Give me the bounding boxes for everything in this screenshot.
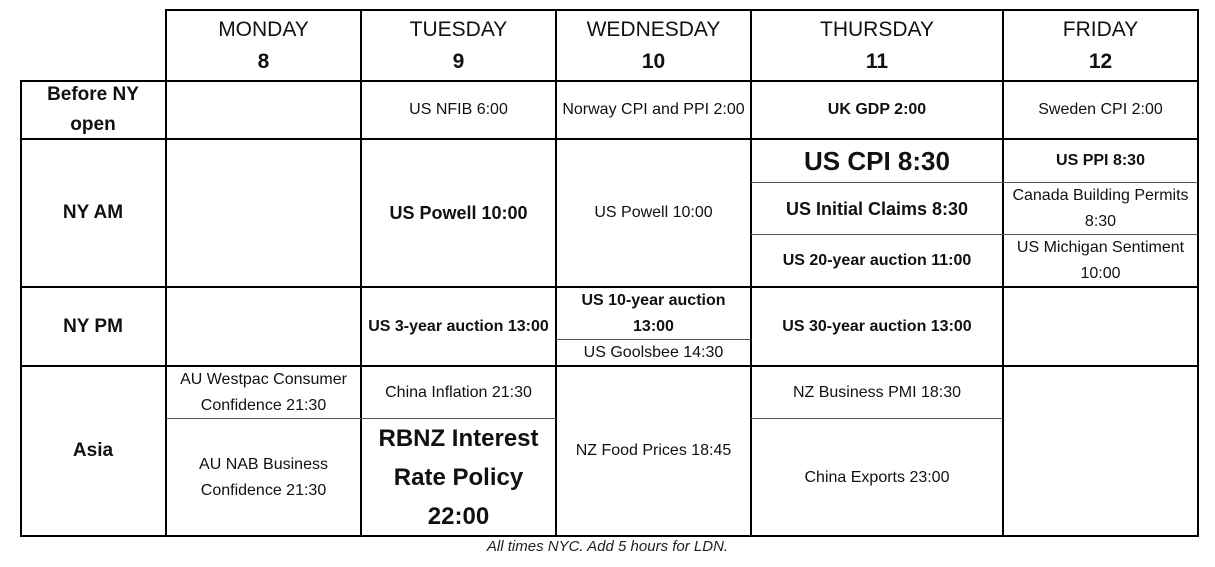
event-tue-before: US NFIB 6:00	[409, 101, 508, 118]
event-wed-before: Norway CPI and PPI 2:00	[562, 101, 745, 118]
grid-line	[165, 9, 167, 537]
event-tue-am: US Powell 10:00	[389, 203, 528, 223]
event-fri-am-3: US Michigan Sentiment 10:00	[1016, 239, 1185, 282]
day-date: 10	[641, 49, 666, 73]
grid-subline	[751, 234, 1198, 235]
grid-line	[20, 365, 1199, 367]
day-name: FRIDAY	[1062, 17, 1139, 41]
event-fri-before: Sweden CPI 2:00	[1038, 101, 1163, 118]
event-tue-pm: US 3-year auction 13:00	[368, 317, 549, 335]
header-tuesday: TUESDAY 9	[361, 10, 556, 81]
grid-line	[555, 9, 557, 537]
event-mon-asia-2: AU NAB Business Confidence 21:30	[199, 455, 328, 499]
day-name: THURSDAY	[820, 17, 934, 41]
event-wed-asia: NZ Food Prices 18:45	[575, 442, 732, 459]
row-label-ny-pm: NY PM	[63, 315, 123, 337]
event-thu-before: UK GDP 2:00	[827, 101, 927, 118]
header-thursday: THURSDAY 11	[751, 10, 1003, 81]
row-label-before-ny-open: Before NY open	[47, 84, 139, 135]
grid-line	[20, 80, 22, 537]
event-thu-asia-1: NZ Business PMI 18:30	[792, 383, 962, 401]
grid-subline	[556, 339, 751, 340]
event-mon-asia-1: AU Westpac Consumer Confidence 21:30	[180, 370, 347, 414]
grid-subline	[751, 418, 1003, 419]
event-wed-pm-1: US 10-year auction 13:00	[581, 291, 726, 335]
day-date: 11	[865, 49, 889, 73]
grid-subline	[751, 182, 1198, 183]
event-tue-asia-1: China Inflation 21:30	[385, 383, 532, 401]
grid-line	[750, 9, 752, 537]
header-monday: MONDAY 8	[166, 10, 361, 81]
grid-subline	[166, 418, 556, 419]
grid-line	[20, 80, 1199, 82]
grid-line	[1197, 9, 1199, 537]
grid-line	[360, 9, 362, 537]
event-thu-am-3: US 20-year auction 11:00	[782, 252, 972, 269]
event-tue-asia-2: RBNZ Interest Rate Policy 22:00	[378, 425, 539, 530]
event-thu-pm: US 30-year auction 13:00	[782, 317, 972, 335]
event-thu-am-2: US Initial Claims 8:30	[785, 199, 969, 219]
grid-line	[20, 286, 1199, 288]
header-wednesday: WEDNESDAY 10	[556, 10, 751, 81]
day-date: 12	[1088, 49, 1113, 73]
grid-line	[20, 138, 1199, 140]
event-fri-am-2: Canada Building Permits 8:30	[1012, 187, 1189, 230]
day-name: TUESDAY	[409, 17, 508, 41]
grid-line	[166, 9, 1199, 11]
grid-line	[20, 535, 1199, 537]
event-thu-am-1: US CPI 8:30	[804, 146, 950, 176]
event-thu-asia-2: China Exports 23:00	[804, 468, 950, 486]
event-wed-am: US Powell 10:00	[594, 204, 713, 221]
row-label-asia: Asia	[72, 440, 114, 461]
day-name: MONDAY	[218, 17, 309, 41]
day-date: 8	[257, 49, 270, 73]
grid-line	[1002, 9, 1004, 537]
day-date: 9	[452, 49, 465, 73]
row-label-ny-am: NY AM	[62, 202, 124, 223]
day-name: WEDNESDAY	[586, 17, 721, 41]
footer-note: All times NYC. Add 5 hours for LDN.	[486, 538, 729, 555]
header-friday: FRIDAY 12	[1003, 10, 1198, 81]
event-wed-pm-2: US Goolsbee 14:30	[583, 344, 724, 361]
event-fri-am-1: US PPI 8:30	[1056, 152, 1145, 169]
